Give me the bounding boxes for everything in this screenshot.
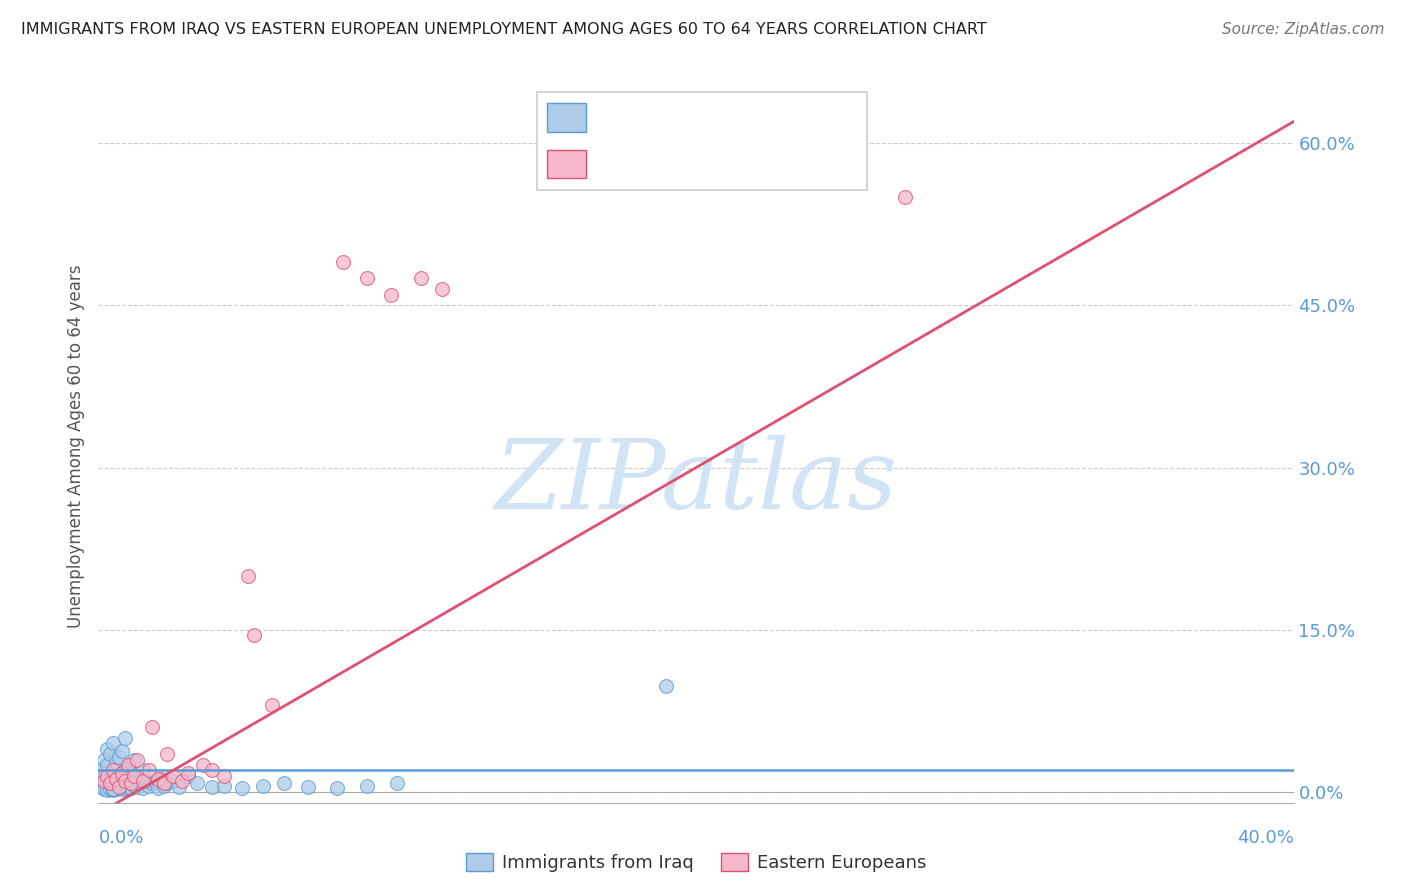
Text: IMMIGRANTS FROM IRAQ VS EASTERN EUROPEAN UNEMPLOYMENT AMONG AGES 60 TO 64 YEARS : IMMIGRANTS FROM IRAQ VS EASTERN EUROPEAN… xyxy=(21,22,987,37)
Legend: Immigrants from Iraq, Eastern Europeans: Immigrants from Iraq, Eastern Europeans xyxy=(458,846,934,880)
Text: 40.0%: 40.0% xyxy=(1237,829,1294,847)
Text: ZIPatlas: ZIPatlas xyxy=(495,434,897,529)
Y-axis label: Unemployment Among Ages 60 to 64 years: Unemployment Among Ages 60 to 64 years xyxy=(66,264,84,628)
Text: 0.0%: 0.0% xyxy=(98,829,143,847)
Text: Source: ZipAtlas.com: Source: ZipAtlas.com xyxy=(1222,22,1385,37)
